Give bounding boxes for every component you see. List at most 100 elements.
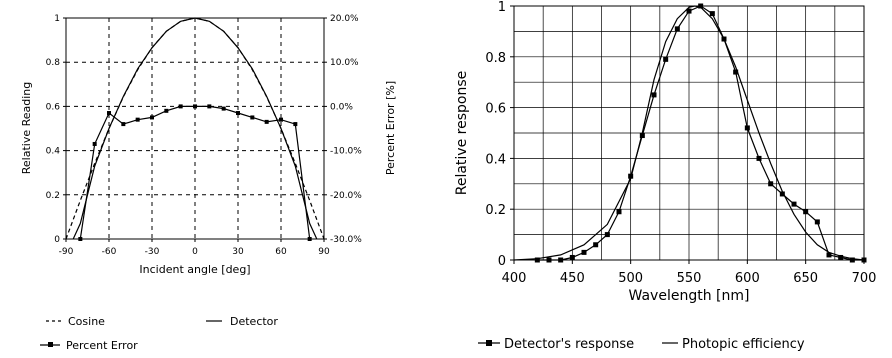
left-y2-tick-label: -20.0%: [330, 191, 362, 201]
percent-error-point: [293, 122, 298, 127]
left-y-ticks: 0 0.2 0.4 0.6 0.8 1: [46, 14, 66, 245]
detector-response-point: [768, 181, 774, 187]
right-x-tick-label: 400: [502, 271, 527, 286]
right-y-axis-label: Relative response: [454, 71, 470, 196]
detector-response-point: [849, 257, 855, 263]
left-x-tick-label: 0: [192, 247, 198, 257]
detector-response-point: [686, 8, 692, 14]
percent-error-point: [236, 111, 240, 116]
detector-response-point: [593, 242, 599, 248]
detector-response-point: [569, 254, 575, 260]
left-y2-tick-label: -30.0%: [330, 235, 362, 245]
left-y-tick-label: 1: [54, 14, 60, 24]
left-y-tick-label: 0.8: [46, 58, 61, 68]
left-y-axis-label: Relative Reading: [20, 82, 33, 175]
legend-detector-label: Detector: [230, 315, 278, 328]
percent-error-point: [221, 106, 226, 111]
right-series-photopic-efficiency: [513, 5, 865, 261]
detector-response-point: [604, 232, 610, 238]
percent-error-point: [279, 117, 283, 122]
detector-response-point: [674, 26, 680, 32]
percent-error-point: [121, 122, 126, 127]
left-x-axis-label: Incident angle [deg]: [139, 263, 250, 276]
detector-response-point: [698, 3, 704, 9]
right-y-tick-label: 0.6: [485, 102, 506, 117]
left-y-tick-label: 0.6: [46, 102, 61, 112]
left-lines: [65, 17, 325, 241]
left-y2-tick-label: 0.0%: [330, 102, 353, 112]
percent-error-point: [207, 104, 212, 109]
left-y2-tick-label: 20.0%: [330, 14, 359, 24]
left-x-tick-label: -30: [145, 247, 160, 257]
percent-error-point: [164, 108, 169, 113]
right-x-tick-label: 650: [793, 271, 818, 286]
left-series-detector: [72, 17, 318, 240]
detector-response-point: [558, 257, 564, 263]
percent-error-point: [307, 237, 312, 241]
left-chart: -90 -60 -30 0 30 60 90 0 0.2 0.4 0.6 0.8 1 -30.0% -2…: [20, 14, 397, 352]
legend-percent-error-marker: [48, 342, 53, 347]
detector-response-point: [838, 254, 844, 260]
detector-response-point: [803, 209, 809, 215]
detector-response-point: [779, 191, 785, 197]
legend-photopic-label: Photopic efficiency: [682, 337, 805, 352]
left-y-tick-label: 0.4: [46, 147, 61, 157]
left-y2-axis-label: Percent Error [%]: [384, 81, 397, 175]
percent-error-point: [78, 237, 83, 241]
legend-cosine-label: Cosine: [68, 315, 105, 328]
left-y2-ticks: -30.0% -20.0% -10.0% 0.0% 10.0% 20.0%: [324, 14, 362, 245]
legend-percent-error-label: Percent Error: [66, 339, 138, 352]
left-y2-tick-label: -10.0%: [330, 147, 362, 157]
detector-response-point: [744, 125, 750, 131]
left-y-tick-label: 0: [54, 235, 60, 245]
percent-error-point: [92, 141, 97, 146]
right-y-tick-label: 0.8: [485, 51, 506, 66]
detector-response-point: [651, 92, 657, 98]
right-x-ticks: 400 450 500 550 600 650 700: [502, 260, 877, 286]
detector-response-point: [581, 249, 587, 255]
right-x-tick-label: 700: [852, 271, 877, 286]
detector-response-point: [628, 173, 634, 179]
percent-error-point: [193, 104, 197, 109]
right-y-tick-label: 1: [498, 0, 506, 15]
detector-response-point: [534, 257, 540, 263]
left-x-tick-label: -90: [59, 247, 74, 257]
right-x-axis-label: Wavelength [nm]: [629, 288, 750, 304]
left-x-tick-label: 30: [232, 247, 244, 257]
right-legend: Detector's response Photopic efficiency: [478, 337, 805, 352]
detector-response-point: [756, 155, 762, 161]
detector-response-point: [639, 133, 645, 139]
right-chart: 400 450 500 550 600 650 700 0 0.2 0.4 0.6 0.8 1 Wav…: [454, 0, 876, 352]
detector-response-point: [733, 69, 739, 75]
detector-response-point: [616, 209, 622, 215]
detector-response-point: [709, 11, 715, 17]
right-x-tick-label: 550: [677, 271, 702, 286]
detector-response-point: [826, 252, 832, 258]
right-y-tick-label: 0: [498, 254, 506, 269]
left-x-tick-label: 60: [275, 247, 287, 257]
left-y2-tick-label: 10.0%: [330, 58, 359, 68]
percent-error-point: [250, 115, 255, 120]
left-x-tick-label: -60: [102, 247, 117, 257]
right-x-tick-label: 500: [618, 271, 643, 286]
left-x-ticks: -90 -60 -30 0 30 60 90: [59, 239, 330, 257]
legend-detector-response-label: Detector's response: [504, 337, 634, 352]
percent-error-point: [107, 111, 111, 116]
detector-response-point: [663, 56, 669, 62]
legend-detector-response-marker: [486, 340, 492, 346]
left-legend: Cosine Detector Percent Error: [40, 315, 278, 352]
right-y-tick-label: 0.2: [485, 203, 506, 218]
right-y-ticks: 0 0.2 0.4 0.6 0.8 1: [485, 0, 514, 269]
detector-response-point: [814, 219, 820, 225]
left-x-tick-label: 90: [318, 247, 330, 257]
detector-response-point: [791, 201, 797, 207]
percent-error-point: [264, 119, 269, 124]
detector-response-point: [546, 257, 552, 263]
right-x-tick-label: 450: [560, 271, 585, 286]
percent-error-point: [150, 115, 154, 120]
percent-error-point: [135, 117, 140, 122]
right-grid: [514, 5, 864, 260]
percent-error-point: [178, 104, 183, 109]
left-y-tick-label: 0.2: [46, 191, 60, 201]
